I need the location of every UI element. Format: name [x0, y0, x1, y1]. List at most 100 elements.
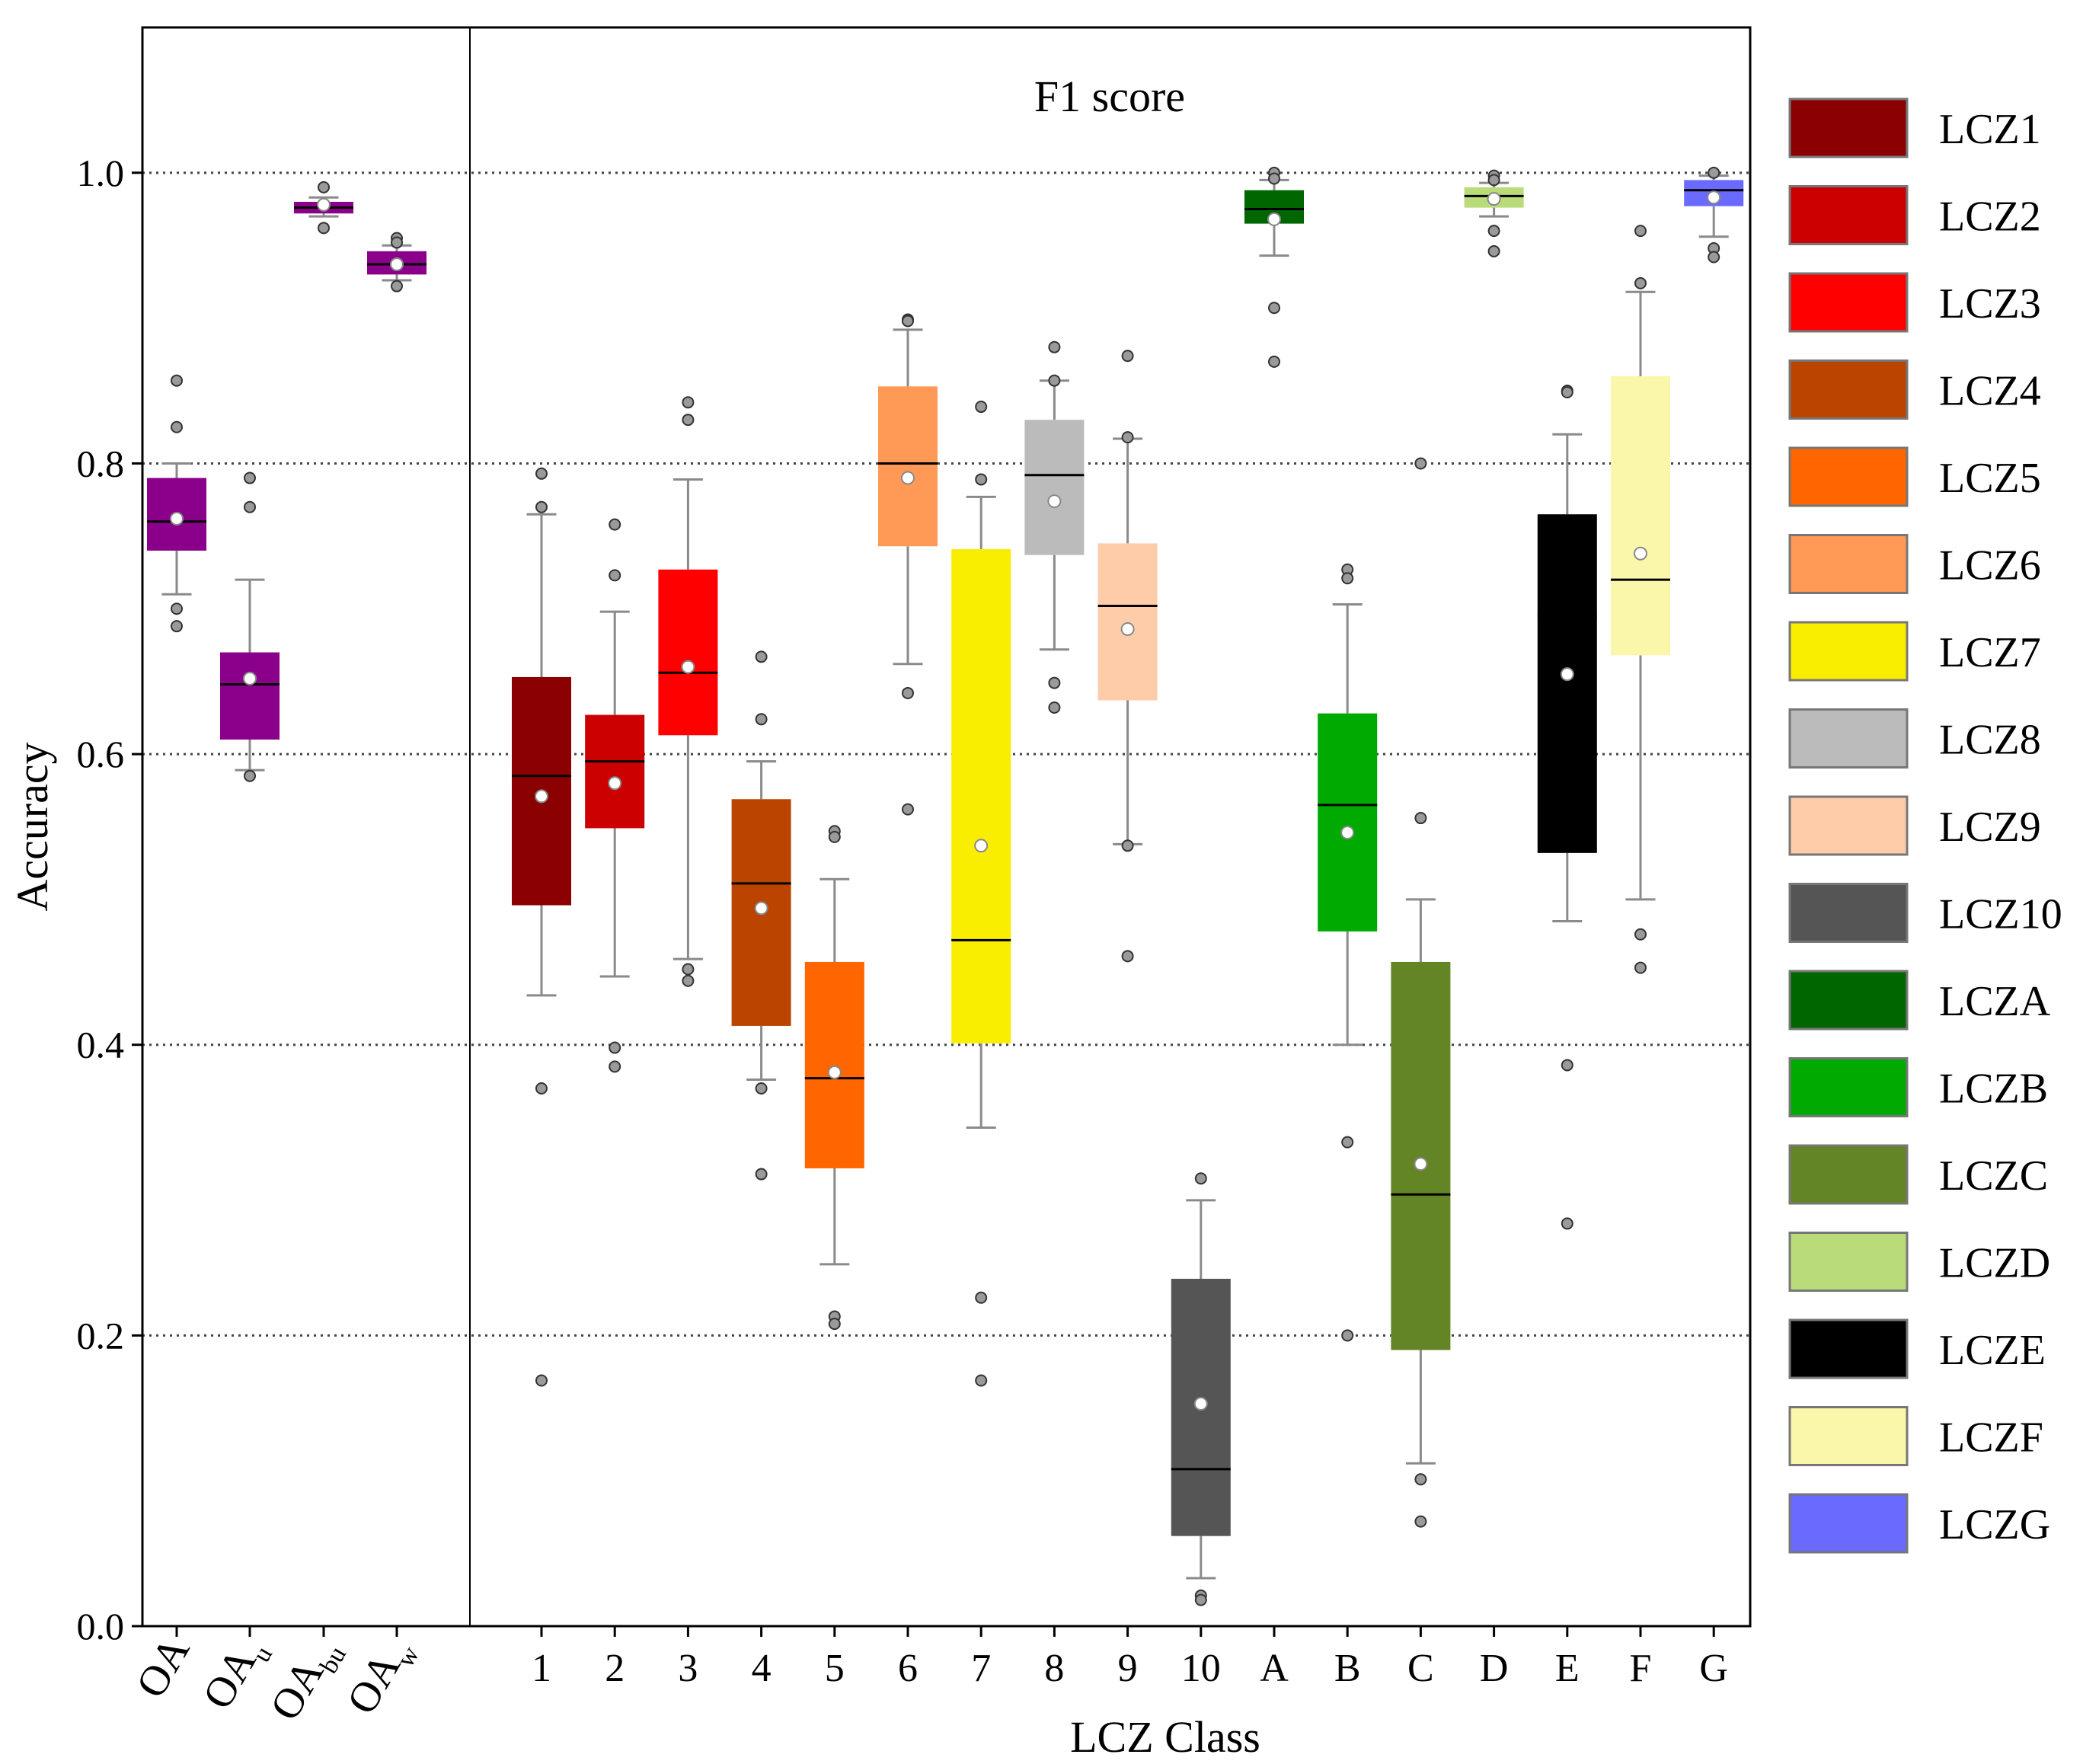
legend-label: LCZF: [1939, 1414, 2043, 1462]
legend-item: LCZ10: [1788, 883, 2062, 943]
outlier-point: [755, 1168, 768, 1181]
legend-item: LCZ6: [1788, 534, 2041, 594]
outlier-point: [391, 236, 403, 249]
box-LCZD: [1464, 169, 1524, 257]
outlier-point: [171, 420, 183, 433]
box-body: [878, 386, 938, 547]
legend-label: LCZD: [1939, 1240, 2050, 1287]
mean-point: [1487, 192, 1501, 206]
outlier-point: [682, 963, 695, 976]
y-axis-label: Accuracy: [8, 742, 57, 911]
box-body: [951, 549, 1011, 1043]
legend-label: LCZ1: [1939, 106, 2041, 153]
legend-label: LCZ2: [1939, 193, 2041, 241]
x-tick-label-oa: OA: [127, 1628, 199, 1706]
outlier-point: [1268, 172, 1280, 185]
box-LCZF: [1611, 225, 1670, 974]
legend-swatch: [1788, 1493, 1909, 1554]
outlier-point: [1414, 812, 1427, 825]
box-body: [1097, 543, 1158, 701]
box-body: [220, 652, 280, 740]
outlier-point: [1268, 355, 1280, 368]
mean-point: [827, 1065, 842, 1079]
x-tick-label: A: [1260, 1647, 1289, 1690]
outlier-point: [1634, 928, 1647, 941]
legend-label: LCZ8: [1939, 717, 2041, 764]
box-LCZC: [1391, 457, 1451, 1528]
y-tick-label: 0.2: [77, 1314, 125, 1357]
x-tick-label: 10: [1181, 1647, 1221, 1690]
outlier-point: [1414, 1515, 1427, 1528]
legend-swatch: [1788, 708, 1909, 769]
outlier-point: [171, 602, 183, 615]
outlier-point: [244, 500, 256, 513]
legend-swatch: [1788, 272, 1909, 333]
legend-label: LCZ4: [1939, 368, 2041, 415]
x-tick-label: 4: [752, 1647, 772, 1690]
legend-swatch: [1788, 1318, 1909, 1379]
legend-swatch: [1788, 360, 1909, 420]
box-LCZ4: [731, 650, 791, 1181]
legend-item: LCZG: [1788, 1493, 2050, 1554]
mean-point: [535, 789, 548, 804]
outlier-point: [975, 1374, 988, 1387]
mean-point: [243, 671, 257, 685]
outlier-point: [535, 500, 548, 513]
legend-item: LCZ2: [1788, 185, 2041, 245]
mean-point: [1340, 826, 1355, 840]
legend-swatch: [1788, 795, 1909, 856]
outlier-point: [1634, 276, 1647, 289]
outlier-point: [975, 401, 988, 414]
box-OAu: [220, 471, 280, 782]
outlier-point: [1487, 174, 1500, 187]
x-tick-label: F: [1630, 1647, 1652, 1690]
legend-item: LCZ8: [1788, 708, 2041, 769]
legend-item: LCZ7: [1788, 621, 2041, 682]
legend-swatch: [1788, 1144, 1909, 1205]
mean-point: [317, 197, 331, 212]
mean-point: [1120, 622, 1135, 636]
x-tick-label: E: [1555, 1647, 1580, 1690]
y-tick-label: 0.6: [77, 733, 125, 775]
legend-swatch: [1788, 446, 1909, 507]
outlier-point: [1708, 251, 1720, 264]
outlier-point: [1341, 572, 1354, 585]
x-tick-label: 9: [1118, 1647, 1138, 1690]
legend-label: LCZ7: [1939, 629, 2041, 676]
legend-label: LCZ5: [1939, 455, 2041, 502]
outlier-point: [609, 1060, 621, 1073]
mean-point: [754, 901, 768, 916]
legend-label: LCZA: [1939, 978, 2051, 1025]
outlier-point: [244, 769, 256, 782]
x-tick-label: 7: [971, 1647, 991, 1690]
legend-item: LCZA: [1788, 970, 2051, 1031]
box-body: [1318, 713, 1378, 932]
outlier-point: [902, 686, 914, 699]
outlier-point: [1048, 374, 1061, 387]
outlier-point: [1121, 350, 1134, 363]
mean-point: [1634, 546, 1647, 561]
outlier-point: [318, 181, 330, 193]
outlier-point: [682, 414, 695, 427]
box-LCZ8: [1024, 340, 1085, 714]
outlier-point: [1561, 385, 1573, 398]
outlier-point: [1121, 839, 1134, 852]
outlier-point: [1341, 1136, 1354, 1149]
box-series: [147, 166, 1744, 1606]
y-tick-label: 0.8: [77, 442, 125, 484]
outlier-point: [1708, 166, 1720, 179]
legend-label: LCZG: [1939, 1501, 2050, 1548]
mean-point: [390, 257, 404, 272]
legend-label: LCZC: [1939, 1152, 2048, 1200]
legend-swatch: [1788, 621, 1909, 682]
legend-item: LCZE: [1788, 1318, 2046, 1379]
box-LCZ10: [1171, 1172, 1231, 1606]
plot-frame: [141, 26, 1752, 1628]
outlier-point: [1634, 961, 1647, 974]
x-tick-label-oa: OAbu: [261, 1629, 352, 1732]
x-axis-label: LCZ Class: [1070, 1712, 1260, 1762]
outlier-point: [902, 803, 914, 816]
outlier-point: [828, 830, 841, 843]
